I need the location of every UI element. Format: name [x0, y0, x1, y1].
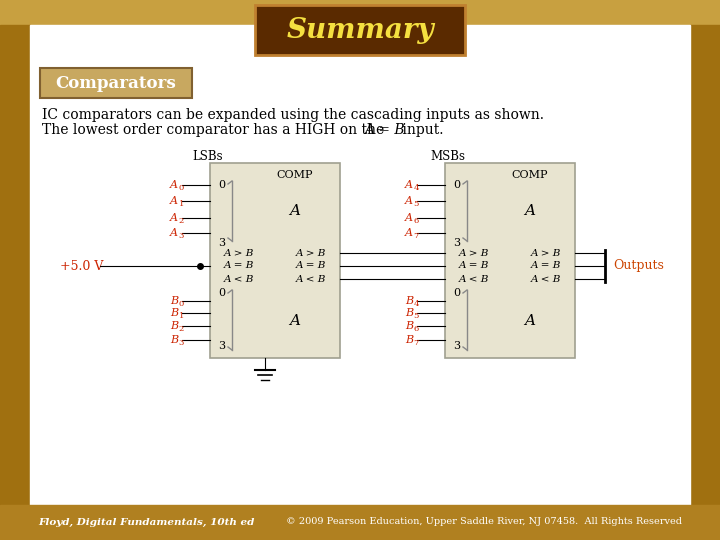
Text: A = B: A = B	[364, 123, 405, 137]
Text: 5: 5	[413, 200, 419, 208]
Text: A = B: A = B	[531, 261, 561, 271]
Text: COMP: COMP	[276, 170, 312, 180]
Text: A < B: A < B	[459, 274, 490, 284]
Text: 0: 0	[454, 180, 461, 190]
Text: input.: input.	[398, 123, 444, 137]
Text: A < B: A < B	[296, 274, 326, 284]
Text: B: B	[405, 296, 413, 306]
Text: 5: 5	[413, 312, 419, 320]
Text: 7: 7	[413, 232, 419, 240]
Text: A: A	[405, 213, 413, 223]
Text: COMP: COMP	[511, 170, 548, 180]
Text: B: B	[405, 308, 413, 318]
Text: A > B: A > B	[459, 248, 490, 258]
Text: A < B: A < B	[224, 274, 254, 284]
Text: 2: 2	[179, 325, 184, 333]
Text: A < B: A < B	[531, 274, 561, 284]
Text: 4: 4	[413, 184, 419, 192]
Text: 3: 3	[218, 341, 225, 351]
Text: B: B	[170, 308, 178, 318]
Text: MSBs: MSBs	[430, 150, 465, 163]
Text: A: A	[405, 180, 413, 190]
Text: 0: 0	[179, 300, 184, 308]
Text: Floyd, Digital Fundamentals, 10th ed: Floyd, Digital Fundamentals, 10th ed	[38, 517, 254, 526]
Text: 2: 2	[179, 217, 184, 225]
Text: B: B	[170, 321, 178, 331]
Text: 3: 3	[179, 232, 184, 240]
Text: 3: 3	[454, 341, 461, 351]
Text: A = B: A = B	[296, 261, 326, 271]
Text: IC comparators can be expanded using the cascading inputs as shown.: IC comparators can be expanded using the…	[42, 108, 544, 122]
Text: A: A	[405, 196, 413, 206]
FancyBboxPatch shape	[255, 5, 465, 55]
Text: 0: 0	[179, 184, 184, 192]
Text: The lowest order comparator has a HIGH on the: The lowest order comparator has a HIGH o…	[42, 123, 389, 137]
Text: B: B	[170, 296, 178, 306]
Text: A: A	[405, 228, 413, 238]
Text: 4: 4	[413, 300, 419, 308]
Text: 0: 0	[218, 180, 225, 190]
Text: A: A	[289, 204, 300, 218]
Text: 0: 0	[218, 288, 225, 298]
Text: Comparators: Comparators	[55, 75, 176, 91]
Text: A: A	[524, 204, 535, 218]
Text: A: A	[170, 228, 178, 238]
Text: 6: 6	[414, 217, 419, 225]
Text: A > B: A > B	[224, 248, 254, 258]
Text: LSBs: LSBs	[192, 150, 222, 163]
Text: Summary: Summary	[286, 17, 434, 44]
Text: 3: 3	[454, 238, 461, 248]
Text: 1: 1	[179, 312, 184, 320]
Text: 7: 7	[413, 339, 419, 347]
Text: A: A	[170, 196, 178, 206]
Bar	[210, 163, 340, 358]
Text: B: B	[170, 335, 178, 345]
Text: © 2009 Pearson Education, Upper Saddle River, NJ 07458.  All Rights Reserved: © 2009 Pearson Education, Upper Saddle R…	[286, 517, 682, 526]
Text: A: A	[524, 314, 535, 328]
Text: A: A	[170, 180, 178, 190]
Text: Outputs: Outputs	[613, 260, 664, 273]
Text: B: B	[405, 335, 413, 345]
Text: A = B: A = B	[459, 261, 490, 271]
Text: 0: 0	[454, 288, 461, 298]
Bar	[445, 163, 575, 358]
Bar	[0, 505, 720, 540]
Text: A: A	[170, 213, 178, 223]
Text: B: B	[405, 321, 413, 331]
Text: A > B: A > B	[531, 248, 561, 258]
Bar	[690, 25, 720, 515]
FancyBboxPatch shape	[40, 68, 192, 98]
Text: +5.0 V: +5.0 V	[60, 260, 104, 273]
Text: 3: 3	[179, 339, 184, 347]
Text: A = B: A = B	[224, 261, 254, 271]
Bar	[0, 25, 30, 515]
Text: A > B: A > B	[296, 248, 326, 258]
Text: A: A	[289, 314, 300, 328]
Text: 6: 6	[414, 325, 419, 333]
Text: 1: 1	[179, 200, 184, 208]
Text: 3: 3	[218, 238, 225, 248]
